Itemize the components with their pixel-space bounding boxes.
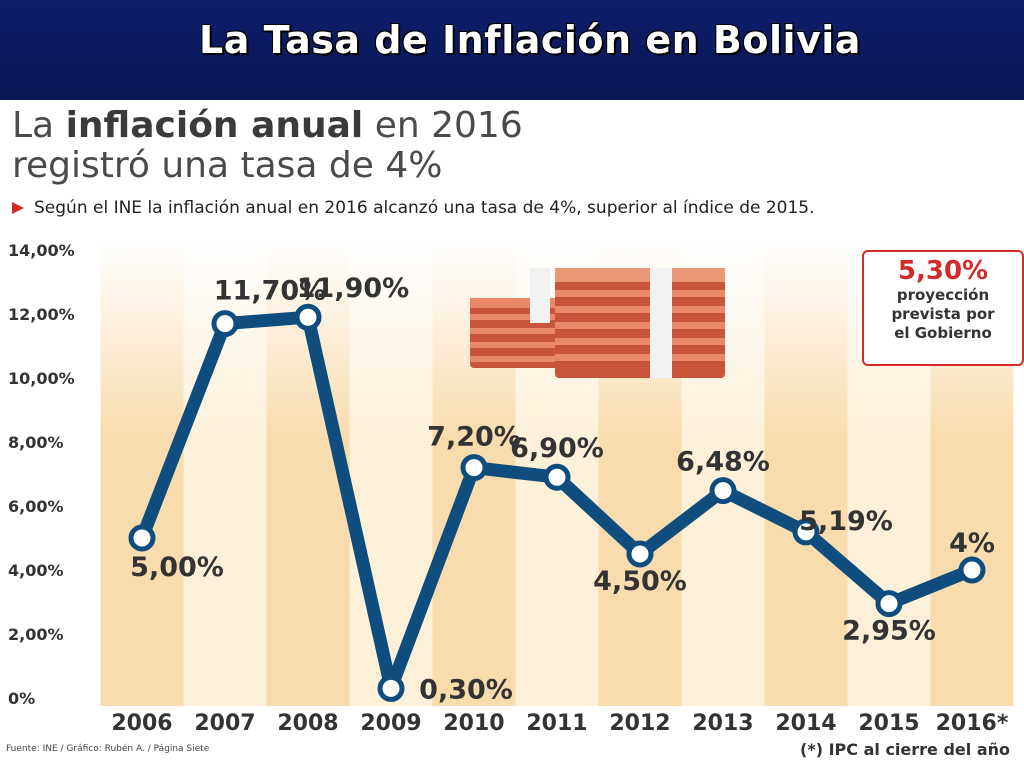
footnote: (*) IPC al cierre del año	[800, 740, 1010, 759]
y-tick-label: 10,00%	[8, 369, 75, 388]
infographic-image: La inflación anual en 2016 registró una …	[0, 100, 1024, 768]
data-label: 6,48%	[676, 447, 770, 478]
y-tick-label: 6,00%	[8, 497, 64, 516]
projection-line: el Gobierno	[894, 324, 992, 342]
slide-header: La Tasa de Inflación en Bolivia	[0, 0, 1024, 100]
x-tick-label: 2014	[775, 711, 836, 736]
data-point	[377, 674, 405, 702]
data-label: 5,19%	[799, 506, 893, 537]
data-label: 0,30%	[419, 674, 513, 705]
headline-part: La	[12, 105, 66, 146]
x-tick-label: 2009	[360, 711, 421, 736]
data-label: 7,20%	[427, 422, 521, 453]
data-point	[709, 477, 737, 505]
x-tick-label: 2016*	[936, 711, 1009, 736]
infographic-headline: La inflación anual en 2016 registró una …	[12, 106, 812, 186]
data-label: 11,90%	[297, 273, 409, 304]
x-tick-label: 2011	[526, 711, 587, 736]
arrow-bullet-icon	[12, 202, 24, 214]
y-tick-label: 14,00%	[8, 241, 75, 260]
x-tick-label: 2012	[609, 711, 670, 736]
money-stacks-icon	[470, 268, 725, 378]
data-point	[294, 303, 322, 331]
data-point	[128, 524, 156, 552]
projection-line: prevista por	[891, 305, 995, 323]
slide-title: La Tasa de Inflación en Bolivia	[199, 18, 861, 62]
projection-value: 5,30%	[897, 256, 989, 286]
data-point	[792, 518, 820, 546]
data-point	[460, 454, 488, 482]
y-tick-label: 0%	[8, 689, 35, 708]
x-axis-ticks: 2006 2007 2008 2009 2010 2011 2012 2013 2014 2015…	[111, 711, 1008, 736]
data-label: 6,90%	[510, 433, 604, 464]
data-label: 11,70%	[214, 276, 326, 307]
y-axis-ticks: 0% 2,00% 4,00% 6,00% 8,00% 10,00% 12,00% 14,00%	[8, 241, 75, 708]
projection-line: proyección	[896, 286, 990, 304]
projection-text: proyección prevista por el Gobierno	[864, 286, 1022, 343]
data-label: 4,50%	[593, 566, 687, 597]
x-tick-label: 2006	[111, 711, 172, 736]
headline-part: en 2016	[363, 105, 523, 146]
y-tick-label: 12,00%	[8, 305, 75, 324]
data-point	[875, 590, 903, 618]
x-tick-label: 2013	[692, 711, 753, 736]
data-point	[958, 556, 986, 584]
projection-callout: 5,30% proyección prevista por el Gobiern…	[862, 250, 1024, 366]
infographic-subhead: Según el INE la inflación anual en 2016 …	[12, 198, 1022, 218]
data-point	[211, 310, 239, 338]
chart-points	[128, 303, 986, 702]
x-tick-label: 2007	[194, 711, 255, 736]
subhead-text: Según el INE la inflación anual en 2016 …	[34, 198, 815, 218]
data-label: 2,95%	[842, 616, 936, 647]
inflation-line-chart: 0% 2,00% 4,00% 6,00% 8,00% 10,00% 12,00% 14,00%…	[8, 240, 1024, 736]
x-tick-label: 2015	[858, 711, 919, 736]
x-tick-label: 2008	[277, 711, 338, 736]
x-tick-label: 2010	[443, 711, 504, 736]
headline-line2: registró una tasa de 4%	[12, 145, 443, 186]
y-tick-label: 2,00%	[8, 625, 64, 644]
chart-data-labels: 5,00% 11,70%11,90% 0,30% 7,20%6,90% 4,50% 6,4…	[130, 273, 995, 705]
source-note: Fuente: INE / Gráfico: Rubén A. / Página…	[6, 744, 210, 754]
y-tick-label: 4,00%	[8, 561, 64, 580]
data-label: 4%	[949, 528, 995, 559]
data-label: 5,00%	[130, 552, 224, 583]
data-point	[626, 540, 654, 568]
headline-bold: inflación anual	[65, 105, 364, 146]
data-point	[543, 463, 571, 491]
y-tick-label: 8,00%	[8, 433, 64, 452]
